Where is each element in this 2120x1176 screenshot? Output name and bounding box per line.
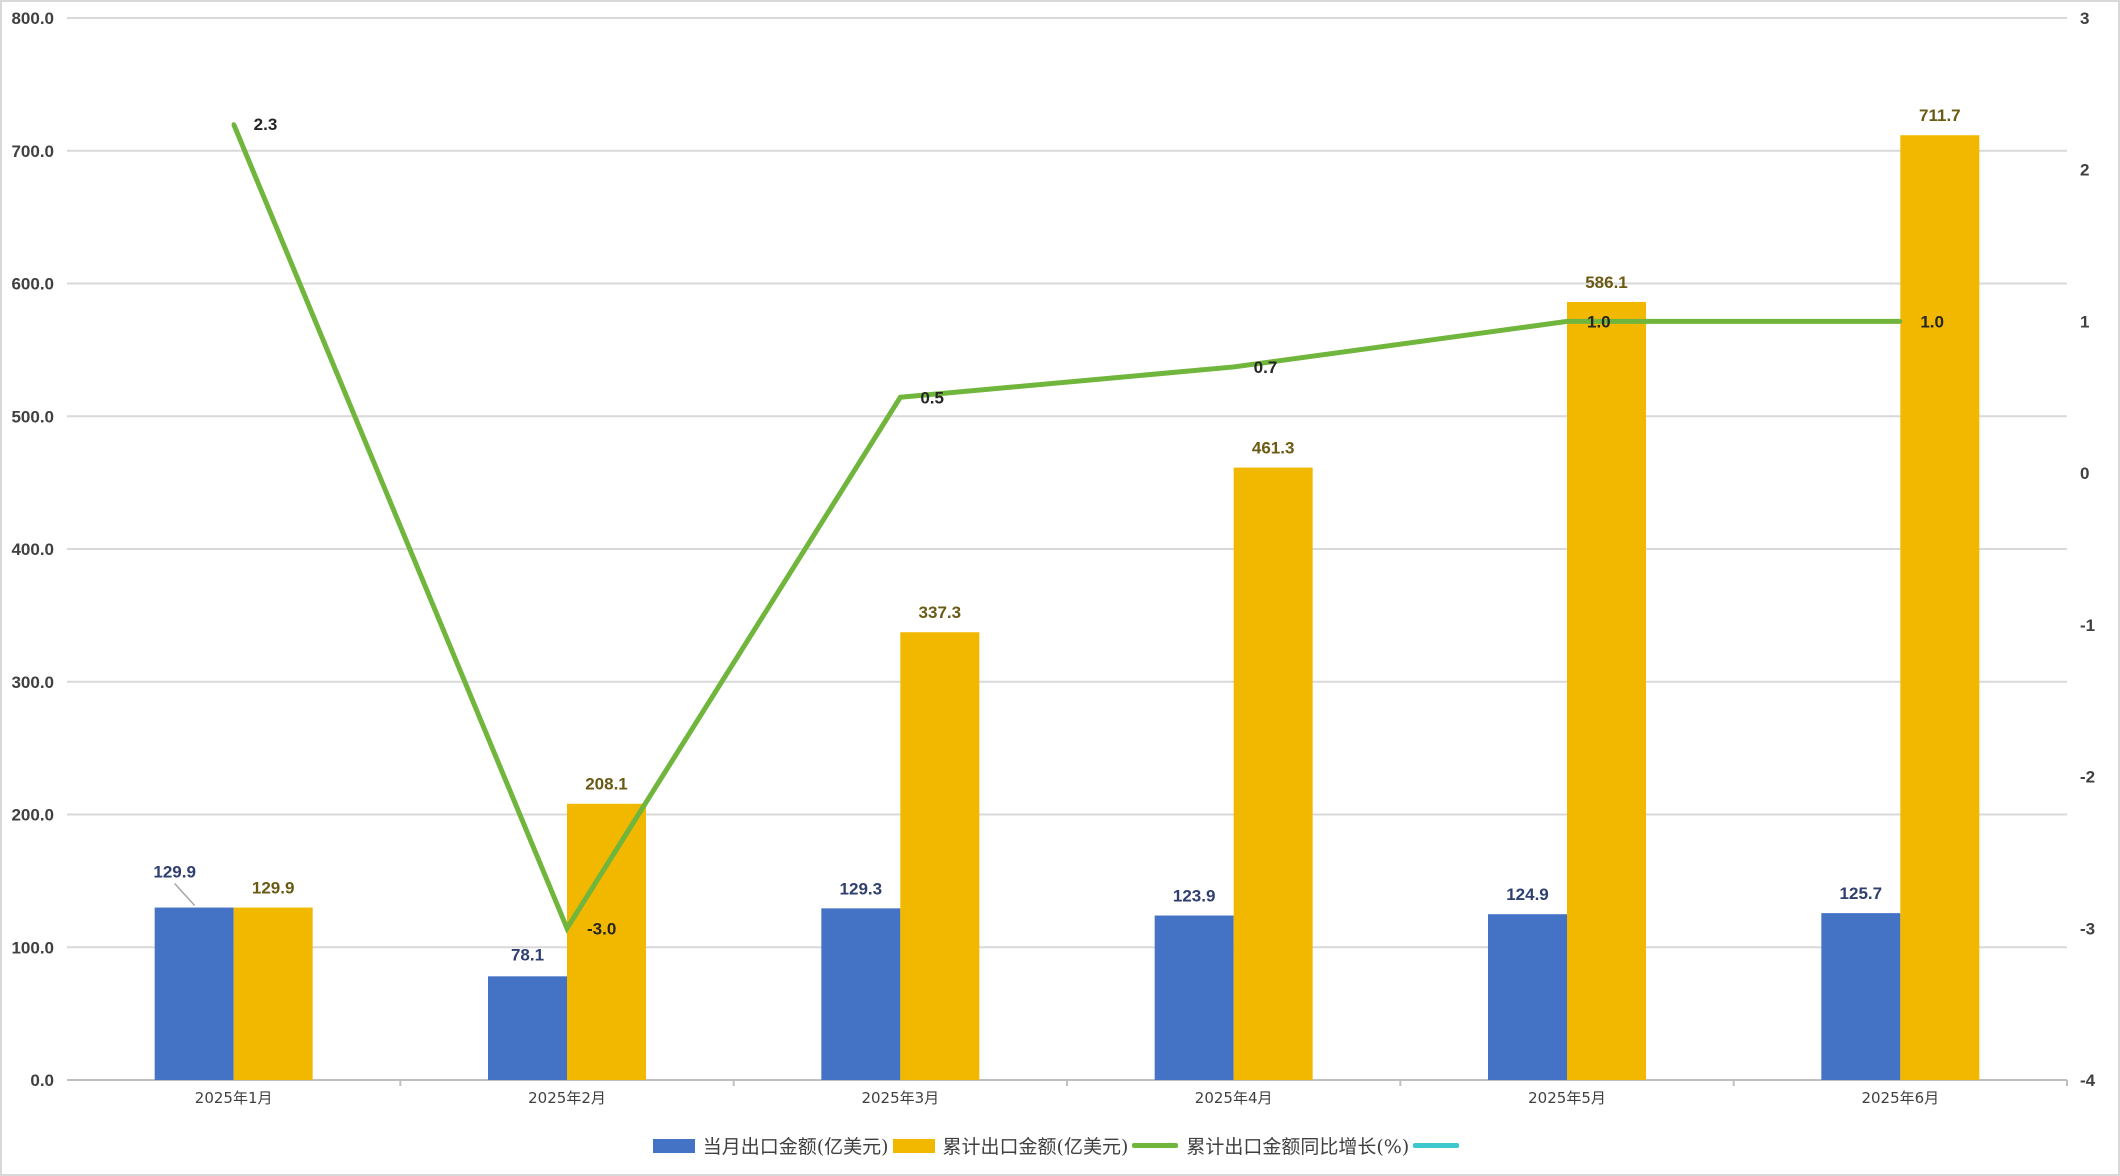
x-category-label: 2025年5月 bbox=[1528, 1089, 1606, 1107]
leader-line bbox=[174, 883, 196, 907]
y-right-tick-label: 3 bbox=[2080, 9, 2089, 28]
data-label: 711.7 bbox=[1919, 106, 1961, 125]
line-data-label: 1.0 bbox=[1920, 312, 1944, 331]
bar-monthly bbox=[1154, 915, 1234, 1080]
legend-item bbox=[1413, 1143, 1467, 1148]
y-left-tick-label: 600.0 bbox=[11, 275, 54, 294]
y-left-tick-label: 300.0 bbox=[11, 673, 54, 692]
bar-cumulative bbox=[567, 803, 646, 1080]
bar-monthly bbox=[1821, 913, 1901, 1080]
legend-item: 累计出口金额(亿美元) bbox=[892, 1132, 1129, 1159]
line-point bbox=[1231, 364, 1236, 369]
data-label: 78.1 bbox=[511, 945, 544, 964]
legend-swatch bbox=[652, 1138, 695, 1153]
y-right-tick-label: 2 bbox=[2080, 161, 2089, 180]
legend-item: 累计出口金额同比增长(%) bbox=[1132, 1132, 1409, 1159]
data-label: 337.3 bbox=[919, 603, 962, 622]
legend: 当月出口金额(亿美元) 累计出口金额(亿美元) 累计出口金额同比增长(%) bbox=[2, 1132, 2118, 1159]
y-right-tick-label: 1 bbox=[2080, 312, 2089, 331]
y-right-tick-label: -4 bbox=[2080, 1071, 2096, 1090]
x-category-label: 2025年6月 bbox=[1861, 1089, 1939, 1107]
line-point bbox=[898, 395, 903, 400]
data-label: 123.9 bbox=[1173, 887, 1216, 906]
y-left-tick-label: 200.0 bbox=[11, 806, 54, 825]
bar-monthly bbox=[821, 908, 901, 1080]
y-right-tick-label: -2 bbox=[2080, 768, 2095, 787]
bar-cumulative bbox=[1233, 467, 1313, 1080]
y-left-tick-label: 0.0 bbox=[30, 1071, 54, 1090]
bar-monthly bbox=[1488, 914, 1567, 1080]
growth-line bbox=[231, 123, 1901, 934]
line-data-label: 0.5 bbox=[920, 388, 944, 407]
bar-monthly bbox=[488, 976, 567, 1080]
legend-line-swatch bbox=[1413, 1143, 1460, 1148]
line-data-label: 2.3 bbox=[254, 115, 278, 134]
legend-label: 当月出口金额(亿美元) bbox=[702, 1136, 889, 1158]
x-category-label: 2025年2月 bbox=[528, 1089, 606, 1107]
data-label: 124.9 bbox=[1506, 885, 1549, 904]
bar-cumulative bbox=[1567, 301, 1646, 1080]
legend-item: 当月出口金额(亿美元) bbox=[652, 1132, 889, 1159]
legend-label: 累计出口金额同比增长(%) bbox=[1186, 1136, 1410, 1158]
data-label: 461.3 bbox=[1252, 439, 1295, 458]
y-right-tick-label: -1 bbox=[2080, 616, 2095, 635]
y-left-tick-label: 500.0 bbox=[11, 407, 54, 426]
data-label: 125.7 bbox=[1840, 884, 1883, 903]
data-label: 129.9 bbox=[153, 863, 196, 882]
x-category-label: 2025年1月 bbox=[195, 1089, 273, 1107]
line-data-label: -3.0 bbox=[587, 919, 616, 938]
legend-label: 累计出口金额(亿美元) bbox=[942, 1136, 1129, 1158]
line-data-label: 0.7 bbox=[1254, 358, 1278, 377]
bar-monthly bbox=[154, 907, 234, 1080]
line-data-label: 1.0 bbox=[1587, 312, 1611, 331]
line-point bbox=[565, 926, 569, 931]
bar-cumulative bbox=[1900, 135, 1980, 1080]
x-category-label: 2025年3月 bbox=[861, 1089, 939, 1107]
line-point bbox=[1565, 319, 1569, 324]
bar-cumulative bbox=[900, 632, 980, 1080]
legend-swatch bbox=[892, 1138, 935, 1153]
data-label: 129.3 bbox=[840, 879, 883, 898]
y-right-tick-label: -3 bbox=[2080, 919, 2095, 938]
data-label: 129.9 bbox=[252, 879, 295, 898]
data-label: 208.1 bbox=[585, 775, 628, 794]
data-label: 586.1 bbox=[1585, 273, 1628, 292]
y-left-tick-label: 400.0 bbox=[11, 540, 54, 559]
y-left-tick-label: 800.0 bbox=[11, 9, 54, 28]
line-point bbox=[1898, 319, 1903, 324]
y-left-tick-label: 700.0 bbox=[11, 142, 54, 161]
y-right-tick-label: 0 bbox=[2080, 464, 2089, 483]
legend-line-swatch bbox=[1132, 1143, 1179, 1148]
y-left-tick-label: 100.0 bbox=[11, 938, 54, 957]
line-point bbox=[231, 122, 236, 127]
bar-cumulative bbox=[233, 907, 313, 1080]
x-category-label: 2025年4月 bbox=[1195, 1089, 1273, 1107]
